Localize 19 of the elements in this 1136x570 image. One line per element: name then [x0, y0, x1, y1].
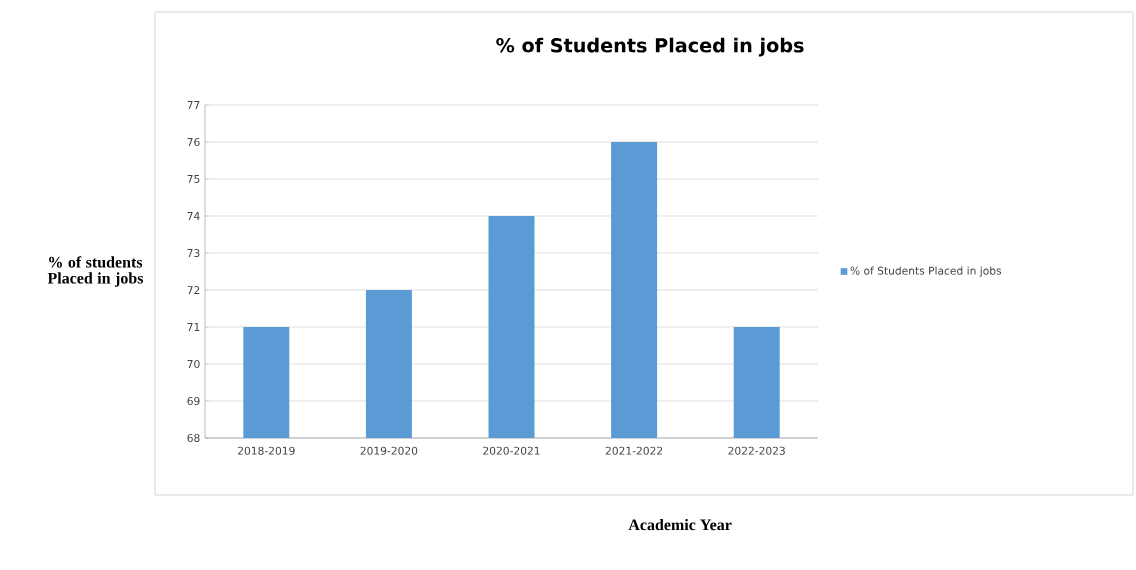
x-tick-label: 2018-2019	[238, 446, 295, 455]
chart-title: % of Students Placed in jobs	[496, 37, 804, 57]
x-tick-label: 2019-2020	[360, 446, 418, 455]
y-tick-label: 71	[187, 323, 200, 331]
y-tick-label: 74	[187, 212, 200, 220]
y-tick-label: 76	[187, 137, 200, 147]
x-axis-title: Academic Year	[628, 518, 732, 531]
y-tick-label: 73	[187, 248, 200, 258]
y-tick-label: 70	[187, 359, 200, 369]
legend-label: % of Students Placed in jobs	[850, 266, 1002, 277]
y-tick-label: 77	[187, 101, 200, 109]
x-tick-label: 2022-2023	[728, 446, 785, 455]
x-tick-label: 2021-2022	[605, 446, 663, 455]
y-axis-title: % of students Placed in jobs	[47, 256, 144, 287]
x-tick-label: 2020-2021	[483, 446, 540, 455]
y-tick-label: 68	[187, 433, 200, 443]
y-tick-label: 69	[187, 396, 200, 406]
y-tick-label: 72	[187, 286, 200, 294]
y-tick-label: 75	[187, 175, 200, 183]
